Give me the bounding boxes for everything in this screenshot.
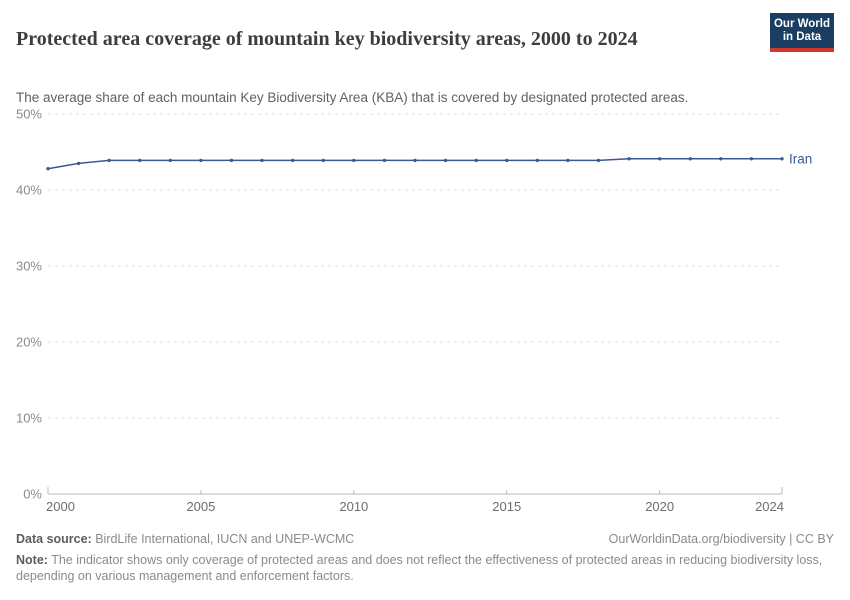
series-point-iran <box>260 158 264 163</box>
footer-source-row: Data source: BirdLife International, IUC… <box>16 532 834 547</box>
series-point-iran <box>46 167 50 171</box>
series-point-iran <box>627 157 631 161</box>
x-axis-label: 2000 <box>46 499 75 514</box>
series-point-iran <box>749 157 754 161</box>
owid-logo-line2: in Data <box>782 31 822 43</box>
series-point-iran <box>474 158 478 163</box>
x-axis-label: 2020 <box>645 499 674 514</box>
series-point-iran <box>321 158 325 163</box>
y-axis-label: 10% <box>16 411 42 426</box>
series-point-iran <box>596 158 601 163</box>
data-source-text: BirdLife International, IUCN and UNEP-WC… <box>91 532 355 546</box>
series-point-iran <box>780 157 784 161</box>
series-point-iran <box>138 158 142 163</box>
data-source: Data source: BirdLife International, IUC… <box>16 532 354 547</box>
owid-logo-line1: Our World <box>773 18 830 30</box>
series-point-iran <box>382 158 387 163</box>
series-point-iran <box>229 158 234 163</box>
x-axis-label: 2024 <box>755 499 784 514</box>
x-axis-label: 2010 <box>339 499 368 514</box>
series-point-iran <box>291 158 295 163</box>
y-axis-label: 40% <box>16 183 42 198</box>
page-title: Protected area coverage of mountain key … <box>16 28 638 51</box>
owid-logo: Our World in Data <box>770 13 834 52</box>
x-axis-label: 2015 <box>492 499 521 514</box>
series-point-iran <box>168 158 172 163</box>
series-point-iran <box>688 157 692 161</box>
footer-note: Note: The indicator shows only coverage … <box>16 552 836 584</box>
series-point-iran <box>658 157 662 161</box>
data-source-label: Data source: <box>16 532 92 546</box>
note-label: Note: <box>16 553 48 567</box>
note-text: The indicator shows only coverage of pro… <box>16 553 823 583</box>
series-point-iran <box>535 158 539 163</box>
series-point-iran <box>76 161 81 166</box>
series-label-iran: Iran <box>789 151 812 166</box>
y-axis-label: 20% <box>16 335 42 350</box>
series-point-iran <box>107 158 111 163</box>
series-point-iran <box>413 158 417 163</box>
y-axis-label: 0% <box>23 487 42 502</box>
y-axis-label: 30% <box>16 259 42 274</box>
series-point-iran <box>199 158 203 163</box>
series-point-iran <box>505 158 509 163</box>
attribution: OurWorldinData.org/biodiversity | CC BY <box>608 532 834 546</box>
series-point-iran <box>352 158 356 163</box>
x-axis-label: 2005 <box>186 499 215 514</box>
series-point-iran <box>566 158 570 163</box>
y-axis-label: 50% <box>16 107 42 122</box>
chart-subtitle: The average share of each mountain Key B… <box>16 89 689 105</box>
series-point-iran <box>443 158 448 163</box>
series-point-iran <box>719 157 723 161</box>
